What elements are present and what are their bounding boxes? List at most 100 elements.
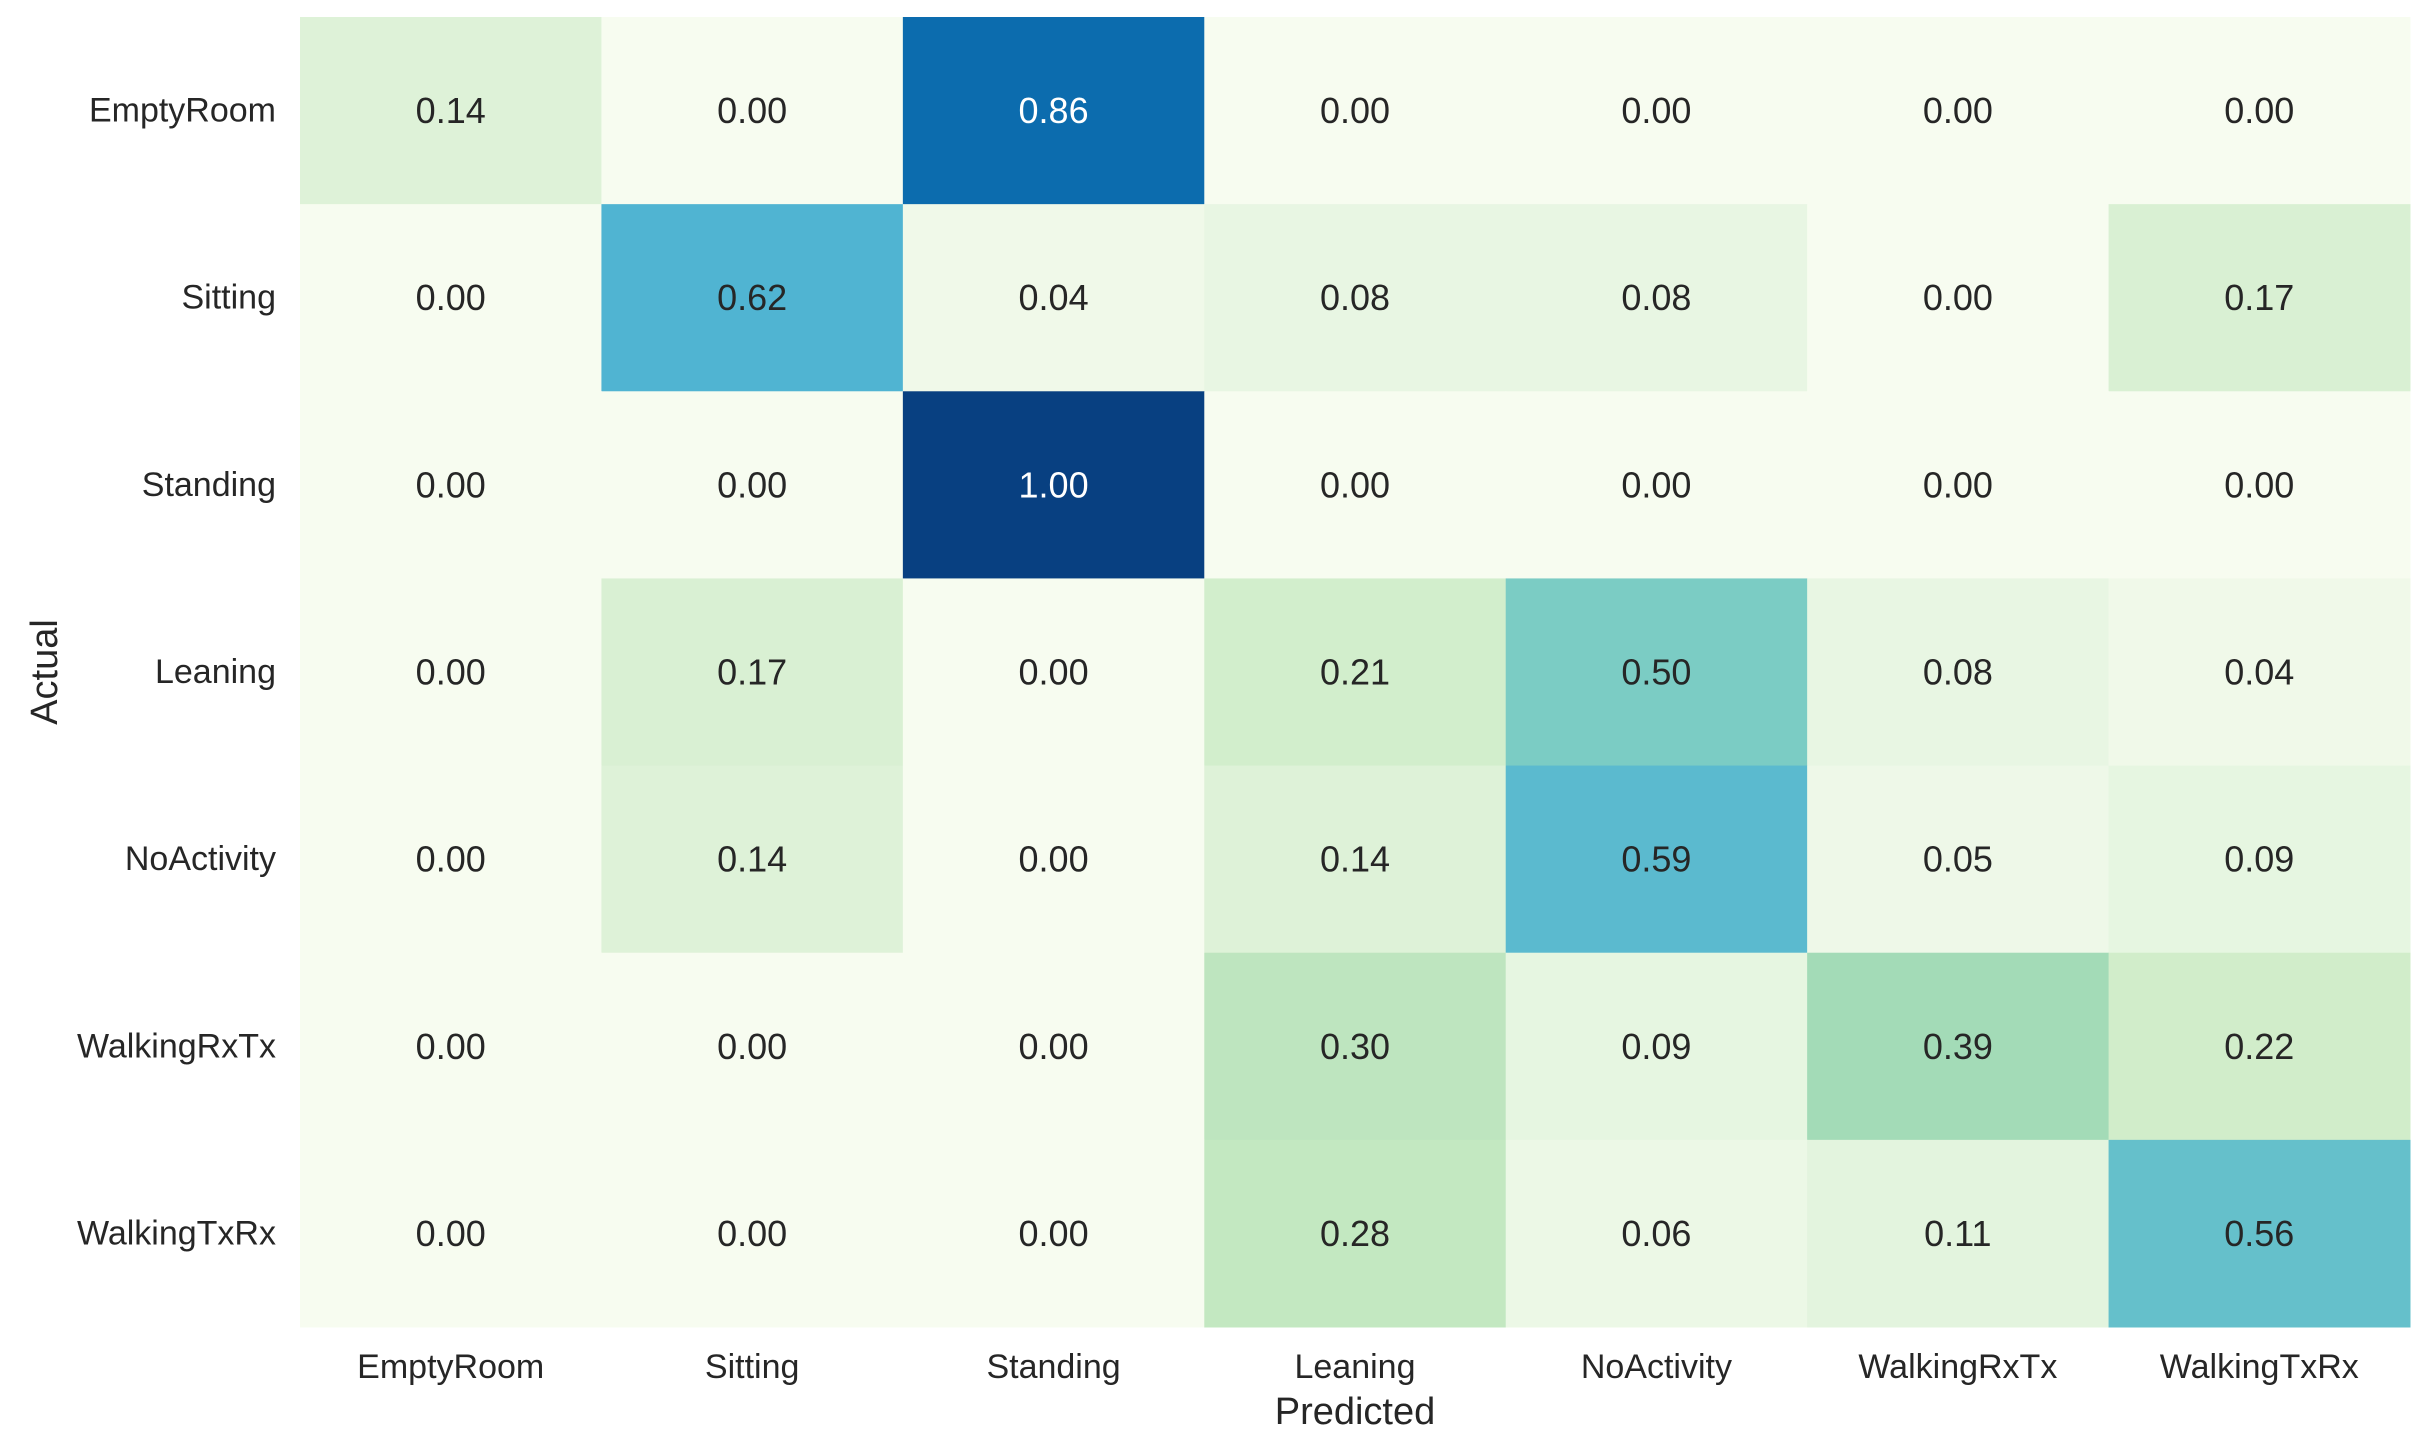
cell-value-r6-c1: 0.00 xyxy=(717,1213,787,1254)
heatmap-cell-r0-c2 xyxy=(902,17,1205,205)
x-tick-label-3: Leaning xyxy=(1294,1348,1415,1386)
heatmap-cell-r2-c3 xyxy=(1204,391,1507,579)
heatmap-cell-r2-c5 xyxy=(1807,391,2110,579)
heatmap-cell-r4-c5 xyxy=(1807,765,2110,954)
heatmap-cell-r5-c2 xyxy=(902,952,1205,1141)
cell-value-r5-c6: 0.22 xyxy=(2224,1026,2294,1067)
heatmap-cell-r5-c6 xyxy=(2108,952,2411,1141)
heatmap-cell-r6-c6 xyxy=(2108,1139,2411,1328)
cell-value-r0-c6: 0.00 xyxy=(2224,90,2294,131)
cell-value-r0-c5: 0.00 xyxy=(1923,90,1993,131)
cell-value-r0-c1: 0.00 xyxy=(717,90,787,131)
heatmap-cell-r3-c0 xyxy=(300,578,602,767)
heatmap-cell-r6-c5 xyxy=(1807,1139,2110,1328)
heatmap-cell-r0-c5 xyxy=(1807,17,2110,205)
x-tick-label-1: Sitting xyxy=(705,1348,800,1386)
cell-value-r6-c5: 0.11 xyxy=(1924,1213,1991,1254)
heatmap-cell-r5-c3 xyxy=(1204,952,1507,1141)
cell-value-r2-c4: 0.00 xyxy=(1621,464,1691,505)
cell-value-r1-c2: 0.04 xyxy=(1019,277,1089,318)
cell-value-r0-c3: 0.00 xyxy=(1320,90,1390,131)
heatmap-cell-r3-c3 xyxy=(1204,578,1507,767)
heatmap-cell-r1-c3 xyxy=(1204,204,1507,392)
heatmap-cell-r5-c5 xyxy=(1807,952,2110,1141)
heatmap-cell-r3-c5 xyxy=(1807,578,2110,767)
cell-value-r6-c3: 0.28 xyxy=(1320,1213,1390,1254)
cell-value-r3-c0: 0.00 xyxy=(416,652,486,693)
cell-value-r3-c6: 0.04 xyxy=(2224,652,2294,693)
cell-value-r1-c0: 0.00 xyxy=(416,277,486,318)
heatmap-cell-r0-c3 xyxy=(1204,17,1507,205)
heatmap-cell-r6-c0 xyxy=(300,1139,602,1328)
cell-value-r6-c2: 0.00 xyxy=(1019,1213,1089,1254)
cell-value-r0-c0: 0.14 xyxy=(416,90,486,131)
heatmap-cell-r5-c1 xyxy=(601,952,904,1141)
heatmap-cell-r6-c3 xyxy=(1204,1139,1507,1328)
x-tick-label-5: WalkingRxTx xyxy=(1858,1348,2057,1386)
y-axis-tick-labels: EmptyRoom Sitting Standing Leaning NoActivit… xyxy=(77,92,276,1253)
heatmap-cell-r0-c0 xyxy=(300,17,602,205)
y-tick-label-5: WalkingRxTx xyxy=(77,1027,276,1065)
cell-value-r5-c0: 0.00 xyxy=(416,1026,486,1067)
y-tick-label-4: NoActivity xyxy=(125,840,276,878)
heatmap-cell-r1-c5 xyxy=(1807,204,2110,392)
x-tick-label-6: WalkingTxRx xyxy=(2160,1348,2359,1386)
y-tick-label-2: Standing xyxy=(142,466,276,504)
cell-value-r5-c1: 0.00 xyxy=(717,1026,787,1067)
x-tick-label-2: Standing xyxy=(986,1348,1120,1386)
heatmap-cell-r6-c2 xyxy=(902,1139,1205,1328)
heatmap-cell-r3-c2 xyxy=(902,578,1205,767)
cell-value-r5-c3: 0.30 xyxy=(1320,1026,1390,1067)
cell-value-r2-c3: 0.00 xyxy=(1320,464,1390,505)
heatmap-cell-labels: 0.14 0.00 0.86 0.00 0.00 0.00 0.00 0.00 0.62 0.04… xyxy=(416,90,2295,1254)
heatmap-cell-r4-c4 xyxy=(1505,765,1808,954)
heatmap-cell-r3-c4 xyxy=(1505,578,1808,767)
x-axis-tick-labels: EmptyRoom Sitting Standing Leaning NoActivit… xyxy=(357,1348,2359,1386)
y-axis-label: Actual xyxy=(24,619,66,725)
cell-value-r4-c5: 0.05 xyxy=(1923,839,1993,880)
cell-value-r3-c5: 0.08 xyxy=(1923,652,1993,693)
cell-value-r2-c5: 0.00 xyxy=(1923,464,1993,505)
x-tick-label-4: NoActivity xyxy=(1581,1348,1732,1386)
heatmap-cell-r4-c6 xyxy=(2108,765,2411,954)
cell-value-r4-c3: 0.14 xyxy=(1320,839,1390,880)
heatmap-cell-r1-c4 xyxy=(1505,204,1808,392)
heatmap-cell-r2-c6 xyxy=(2108,391,2411,579)
cell-value-r1-c1: 0.62 xyxy=(717,277,787,318)
y-tick-label-1: Sitting xyxy=(182,279,277,317)
heatmap-cell-r1-c1 xyxy=(601,204,904,392)
cell-value-r0-c4: 0.00 xyxy=(1621,90,1691,131)
cell-value-r5-c2: 0.00 xyxy=(1019,1026,1089,1067)
cell-value-r0-c2: 0.86 xyxy=(1019,90,1089,131)
cell-value-r2-c6: 0.00 xyxy=(2224,464,2294,505)
cell-value-r4-c6: 0.09 xyxy=(2224,839,2294,880)
heatmap-cell-r3-c6 xyxy=(2108,578,2411,767)
heatmap-cell-r3-c1 xyxy=(601,578,904,767)
heatmap-cells xyxy=(300,17,2411,1328)
cell-value-r1-c5: 0.00 xyxy=(1923,277,1993,318)
cell-value-r6-c4: 0.06 xyxy=(1621,1213,1691,1254)
cell-value-r4-c0: 0.00 xyxy=(416,839,486,880)
heatmap-cell-r5-c4 xyxy=(1505,952,1808,1141)
y-tick-label-0: EmptyRoom xyxy=(89,92,276,130)
heatmap-cell-r2-c0 xyxy=(300,391,602,579)
heatmap-cell-r4-c3 xyxy=(1204,765,1507,954)
heatmap-cell-r6-c1 xyxy=(601,1139,904,1328)
heatmap-cell-r4-c2 xyxy=(902,765,1205,954)
heatmap-cell-r2-c4 xyxy=(1505,391,1808,579)
cell-value-r4-c4: 0.59 xyxy=(1621,839,1691,880)
cell-value-r2-c2: 1.00 xyxy=(1019,464,1089,505)
cell-value-r6-c0: 0.00 xyxy=(416,1213,486,1254)
y-tick-label-3: Leaning xyxy=(155,653,276,691)
y-tick-label-6: WalkingTxRx xyxy=(77,1214,276,1252)
cell-value-r5-c4: 0.09 xyxy=(1621,1026,1691,1067)
x-tick-label-0: EmptyRoom xyxy=(357,1348,544,1386)
heatmap-cell-r4-c0 xyxy=(300,765,602,954)
cell-value-r3-c2: 0.00 xyxy=(1019,652,1089,693)
heatmap-cell-r0-c4 xyxy=(1505,17,1808,205)
heatmap-cell-r0-c6 xyxy=(2108,17,2411,205)
cell-value-r3-c4: 0.50 xyxy=(1621,652,1691,693)
cell-value-r2-c0: 0.00 xyxy=(416,464,486,505)
cell-value-r1-c4: 0.08 xyxy=(1621,277,1691,318)
